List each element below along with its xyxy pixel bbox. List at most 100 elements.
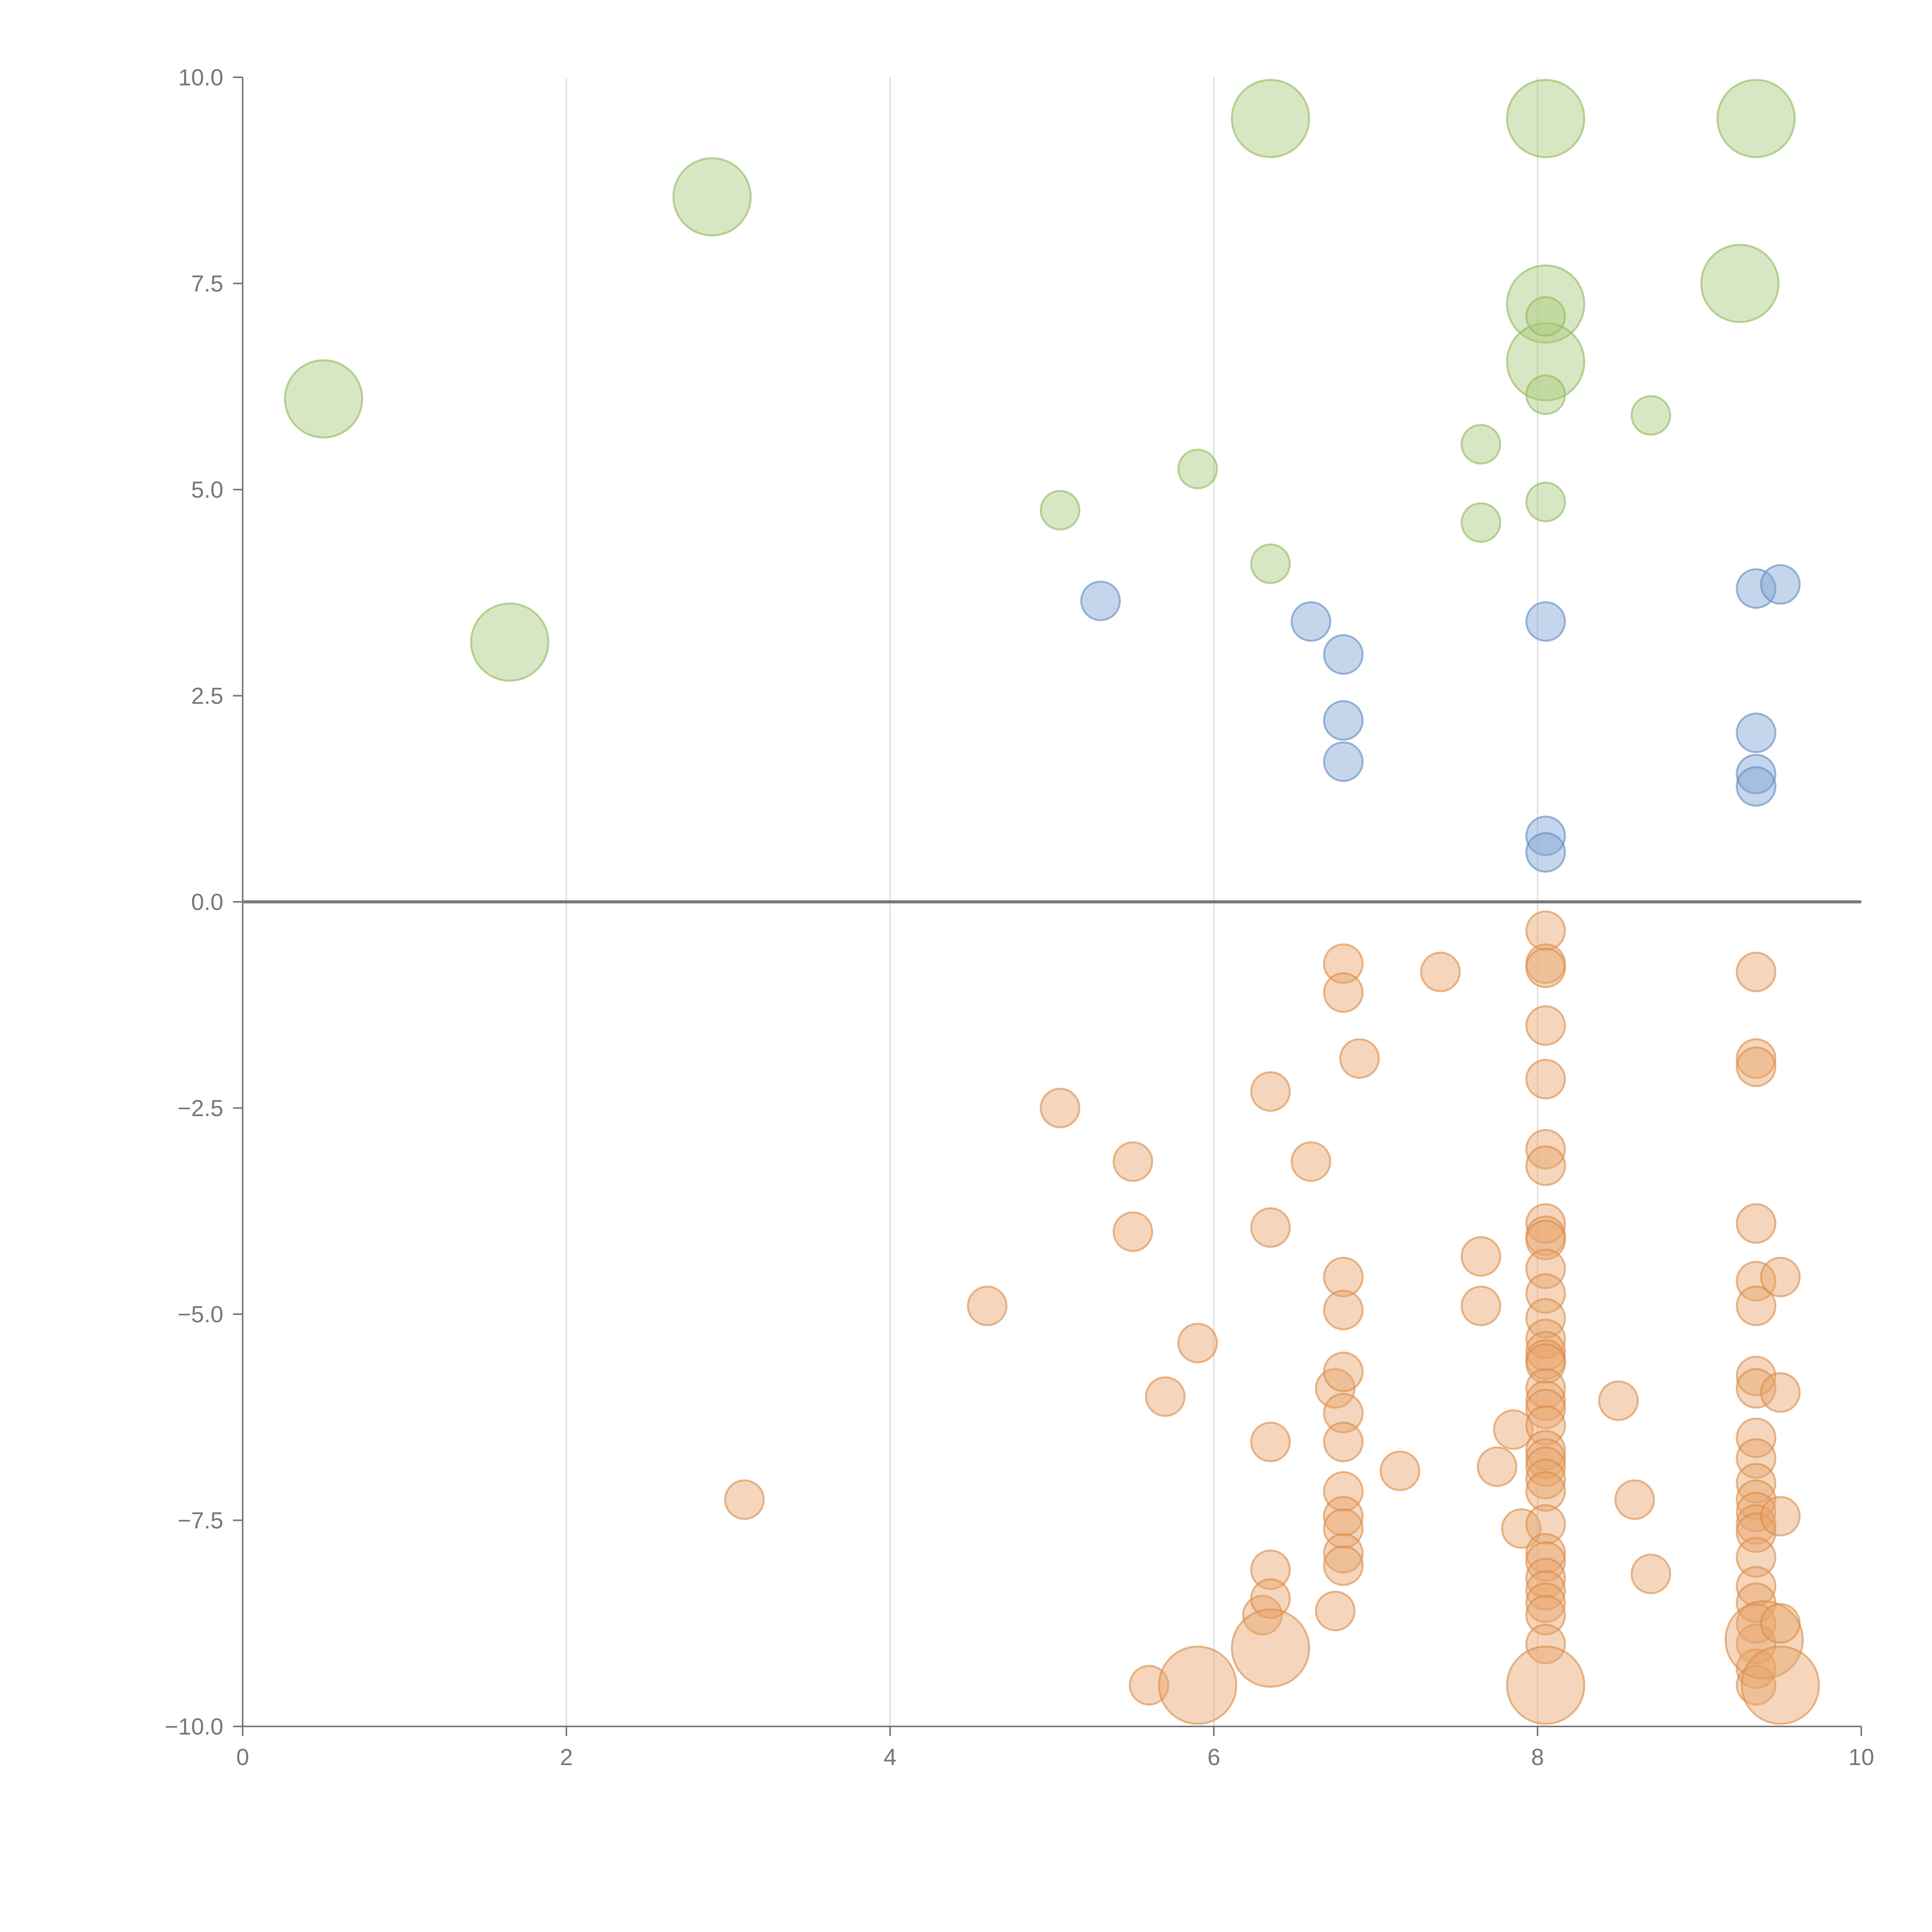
data-point-orange xyxy=(1177,1323,1218,1364)
x-tick-label: 2 xyxy=(560,1744,573,1770)
data-point-green xyxy=(1525,296,1566,337)
data-point-orange xyxy=(1736,1046,1777,1087)
y-tick-label: 5.0 xyxy=(191,477,223,503)
data-point-orange xyxy=(1525,1331,1566,1372)
data-point-orange xyxy=(1736,1512,1777,1553)
data-point-orange xyxy=(1323,1257,1364,1298)
data-point-blue xyxy=(1525,601,1566,642)
data-point-orange xyxy=(1760,1372,1801,1413)
data-point-orange xyxy=(1525,1582,1566,1623)
data-point-orange xyxy=(967,1286,1008,1327)
data-point-orange xyxy=(1323,1422,1364,1463)
data-point-orange xyxy=(1476,1446,1517,1487)
data-point-orange xyxy=(1525,1405,1566,1446)
data-point-orange xyxy=(1461,1286,1502,1327)
data-point-blue xyxy=(1080,580,1121,621)
data-point-orange xyxy=(1525,1459,1566,1500)
data-point-orange xyxy=(1420,951,1461,992)
data-point-orange xyxy=(1231,1608,1310,1688)
data-point-orange xyxy=(1339,1038,1380,1079)
data-point-orange xyxy=(1112,1141,1153,1182)
data-point-green xyxy=(1039,490,1080,531)
data-point-orange xyxy=(1525,1129,1566,1170)
data-point-green xyxy=(1506,79,1585,158)
data-point-blue xyxy=(1323,741,1364,782)
data-point-orange xyxy=(1525,1273,1566,1314)
data-point-orange xyxy=(1736,951,1777,992)
data-point-orange xyxy=(1323,1545,1364,1586)
data-point-orange xyxy=(1525,1248,1566,1289)
data-point-orange xyxy=(724,1479,765,1520)
data-point-green xyxy=(1231,79,1310,158)
data-point-blue xyxy=(1323,700,1364,741)
data-point-orange xyxy=(1315,1590,1356,1631)
data-point-orange xyxy=(1525,1430,1566,1471)
data-point-orange xyxy=(1323,972,1364,1013)
data-point-green xyxy=(1630,395,1671,436)
data-point-orange xyxy=(1614,1479,1655,1520)
data-point-blue xyxy=(1760,564,1801,605)
data-point-orange xyxy=(1525,1541,1566,1582)
axes: 0 2 4 6 8 10 10.0 7.5 5.0 2.5 0.0 −2.5 −5.0 −7.5 −10.0 xyxy=(165,65,1874,1770)
data-point-orange xyxy=(1736,1038,1777,1079)
data-point-orange xyxy=(1525,1438,1566,1479)
data-point-orange xyxy=(1525,1388,1566,1429)
y-tick-label: −10.0 xyxy=(165,1714,223,1740)
data-point-green xyxy=(1461,502,1502,543)
y-tick-label: 0.0 xyxy=(191,889,223,915)
data-point-orange xyxy=(1323,1289,1364,1330)
data-point-orange xyxy=(1525,1203,1566,1244)
data-point-green xyxy=(284,359,363,439)
data-point-orange xyxy=(1291,1141,1332,1182)
data-point-blue xyxy=(1525,832,1566,873)
data-point-orange xyxy=(1323,1496,1364,1537)
data-point-orange xyxy=(1250,1207,1291,1248)
y-tick-label: −7.5 xyxy=(178,1508,223,1534)
data-point-orange xyxy=(1250,1549,1291,1590)
x-tick-label: 6 xyxy=(1208,1744,1220,1770)
data-point-orange xyxy=(1725,1600,1804,1680)
data-point-orange xyxy=(1525,1558,1566,1599)
data-point-orange xyxy=(1323,1508,1364,1549)
data-point-green xyxy=(672,157,752,236)
data-point-orange xyxy=(1525,1219,1566,1260)
data-point-orange xyxy=(1525,1595,1566,1636)
data-point-green xyxy=(1461,424,1502,465)
data-point-orange xyxy=(1250,1071,1291,1112)
data-point-orange xyxy=(1525,1318,1566,1359)
data-point-orange xyxy=(1736,1566,1777,1607)
data-point-orange xyxy=(1736,1355,1777,1396)
data-point-orange xyxy=(1525,947,1566,988)
data-point-orange xyxy=(1736,1624,1777,1665)
data-point-orange xyxy=(1736,1203,1777,1244)
data-point-orange xyxy=(1525,1368,1566,1409)
data-point-green xyxy=(1700,244,1780,323)
data-point-orange xyxy=(1250,1422,1291,1463)
data-point-green xyxy=(1525,374,1566,415)
data-point-orange xyxy=(1760,1257,1801,1298)
data-point-orange xyxy=(1323,943,1364,984)
data-point-orange xyxy=(1736,1463,1777,1503)
x-tick-label: 10 xyxy=(1849,1744,1874,1770)
y-tick-label: −2.5 xyxy=(178,1095,223,1121)
y-tick-label: 2.5 xyxy=(191,683,223,709)
data-point-orange xyxy=(1525,1059,1566,1100)
data-point-orange xyxy=(1736,1504,1777,1545)
data-point-orange xyxy=(1112,1211,1153,1252)
data-point-orange xyxy=(1525,910,1566,951)
data-point-blue xyxy=(1736,766,1777,807)
data-point-green xyxy=(1250,543,1291,584)
data-point-orange xyxy=(1760,1496,1801,1537)
data-point-orange xyxy=(1741,1645,1820,1725)
data-point-blue xyxy=(1323,634,1364,675)
data-point-green xyxy=(1177,449,1218,490)
y-tick-label: 10.0 xyxy=(178,65,223,90)
x-tick-label: 0 xyxy=(236,1744,249,1770)
data-point-orange xyxy=(1736,1438,1777,1479)
data-point-green xyxy=(1525,481,1566,522)
data-point-orange xyxy=(1323,1393,1364,1434)
data-point-orange xyxy=(1525,1298,1566,1339)
data-point-green xyxy=(470,602,549,682)
data-point-orange xyxy=(1525,1145,1566,1186)
